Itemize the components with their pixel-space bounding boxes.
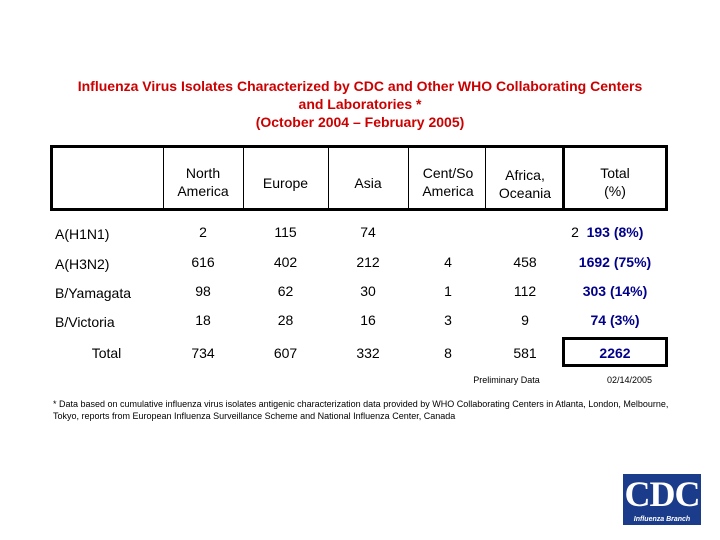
preliminary-note: Preliminary Data <box>473 375 540 385</box>
grand-total: 2262 <box>599 345 631 361</box>
column-header-north-america: North America <box>177 165 229 199</box>
cell-value: 112 <box>513 283 537 299</box>
row-label-h1n1: A(H1N1) <box>55 226 110 242</box>
cell-value: 30 <box>360 283 376 299</box>
cell-total: 1692 (75%) <box>578 254 652 270</box>
footnote: * Data based on cumulative influenza vir… <box>53 399 669 421</box>
cell-value: 98 <box>195 283 211 299</box>
header-right-border <box>665 145 668 211</box>
cell-value: 458 <box>513 254 537 270</box>
cell-value: 9 <box>521 312 529 328</box>
row-label-b-yamagata: B/Yamagata <box>55 285 132 301</box>
column-header-total: Total (%) <box>600 165 630 199</box>
grand-total-frame <box>562 337 668 367</box>
cell-value: 2 <box>199 224 207 240</box>
report-date: 02/14/2005 <box>607 375 653 385</box>
cell-value: 4 <box>444 254 452 270</box>
title-line-1: Influenza Virus Isolates Characterized b… <box>77 78 643 94</box>
cell-value: 62 <box>277 283 294 299</box>
column-header-africa-oceania: Africa, Oceania <box>498 167 552 201</box>
cell-value: 3 <box>444 312 452 328</box>
header-total-divider <box>562 145 565 211</box>
cell-column-total: 332 <box>356 345 380 361</box>
cdc-logo: CDC Influenza Branch <box>623 474 701 525</box>
cell-column-total: 607 <box>273 345 298 361</box>
title-line-3: (October 2004 – February 2005) <box>255 114 465 130</box>
row-label-total: Total <box>91 345 122 361</box>
cell-column-total: 581 <box>513 345 537 361</box>
cell-column-total: 8 <box>444 345 452 361</box>
cell-value: 2 <box>571 224 579 240</box>
header-divider <box>408 145 409 211</box>
cdc-logo-text: CDC <box>624 474 701 514</box>
title-line-2: and Laboratories * <box>298 96 422 112</box>
cell-value: 115 <box>274 224 297 240</box>
cell-total: 193 (8%) <box>586 224 644 240</box>
cell-column-total: 734 <box>191 345 215 361</box>
cell-total: 74 (3%) <box>590 312 640 328</box>
column-header-europe: Europe <box>262 175 309 191</box>
header-divider <box>163 145 164 211</box>
isolates-table: North America Europe Asia Cent/So America … <box>50 145 668 367</box>
header-divider <box>328 145 329 211</box>
header-frame <box>50 145 668 211</box>
slide-title: Influenza Virus Isolates Characterized b… <box>0 77 720 131</box>
cdc-logo-subtitle: Influenza Branch <box>633 516 691 523</box>
row-label-h3n2: A(H3N2) <box>55 256 110 272</box>
header-divider <box>243 145 244 211</box>
row-label-b-victoria: B/Victoria <box>55 314 115 330</box>
column-header-asia: Asia <box>354 175 382 191</box>
cell-value: 616 <box>191 254 215 270</box>
cell-value: 28 <box>277 312 294 328</box>
cell-value: 402 <box>273 254 298 270</box>
cell-value: 16 <box>360 312 376 328</box>
cell-value: 1 <box>444 283 452 299</box>
cell-value: 212 <box>356 254 380 270</box>
header-divider <box>485 145 486 211</box>
cell-total: 303 (14%) <box>582 283 648 299</box>
cell-value: 18 <box>195 312 211 328</box>
column-header-cent-so-america: Cent/So America <box>422 165 474 199</box>
cell-value: 74 <box>360 224 376 240</box>
header-left-border <box>50 145 53 211</box>
